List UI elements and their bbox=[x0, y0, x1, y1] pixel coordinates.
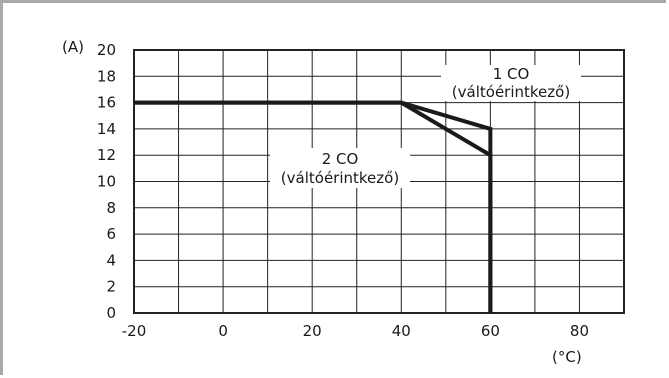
x-tick-label: 60 bbox=[481, 322, 500, 340]
x-tick-label: 40 bbox=[392, 322, 411, 340]
x-tick-label: -20 bbox=[122, 322, 147, 340]
y-tick-label: 10 bbox=[97, 173, 116, 191]
series-line-2 bbox=[134, 100, 493, 313]
plot-border bbox=[133, 49, 625, 314]
y-tick-labels: 0 2 4 6 8 10 12 14 16 18 20 bbox=[97, 41, 116, 322]
y-tick-label: 0 bbox=[106, 304, 116, 322]
annotation-1co-subtitle: (váltóérintkező) bbox=[452, 83, 570, 101]
y-tick-label: 2 bbox=[106, 278, 116, 296]
y-tick-label: 4 bbox=[106, 251, 116, 269]
y-tick-label: 14 bbox=[97, 120, 116, 138]
y-tick-label: 8 bbox=[106, 199, 116, 217]
annotation-1co: 1 CO (váltóérintkező) bbox=[441, 65, 581, 101]
annotation-2co: 2 CO (váltóérintkező) bbox=[270, 148, 410, 188]
annotation-1co-title: 1 CO bbox=[493, 65, 530, 83]
series-group bbox=[134, 100, 493, 313]
y-unit-label: (A) bbox=[62, 38, 84, 56]
annotation-2co-subtitle: (váltóérintkező) bbox=[281, 169, 399, 187]
x-tick-labels: -20 0 20 40 60 80 bbox=[122, 322, 589, 340]
x-tick-label: 20 bbox=[303, 322, 322, 340]
x-tick-label: 0 bbox=[218, 322, 228, 340]
x-unit-label: (°C) bbox=[552, 348, 582, 366]
y-tick-label: 20 bbox=[97, 41, 116, 59]
y-tick-label: 6 bbox=[106, 225, 116, 243]
annotation-2co-title: 2 CO bbox=[322, 150, 359, 168]
y-tick-label: 12 bbox=[97, 146, 116, 164]
y-tick-label: 18 bbox=[97, 67, 116, 85]
y-tick-label: 16 bbox=[97, 94, 116, 112]
x-tick-label: 80 bbox=[570, 322, 589, 340]
